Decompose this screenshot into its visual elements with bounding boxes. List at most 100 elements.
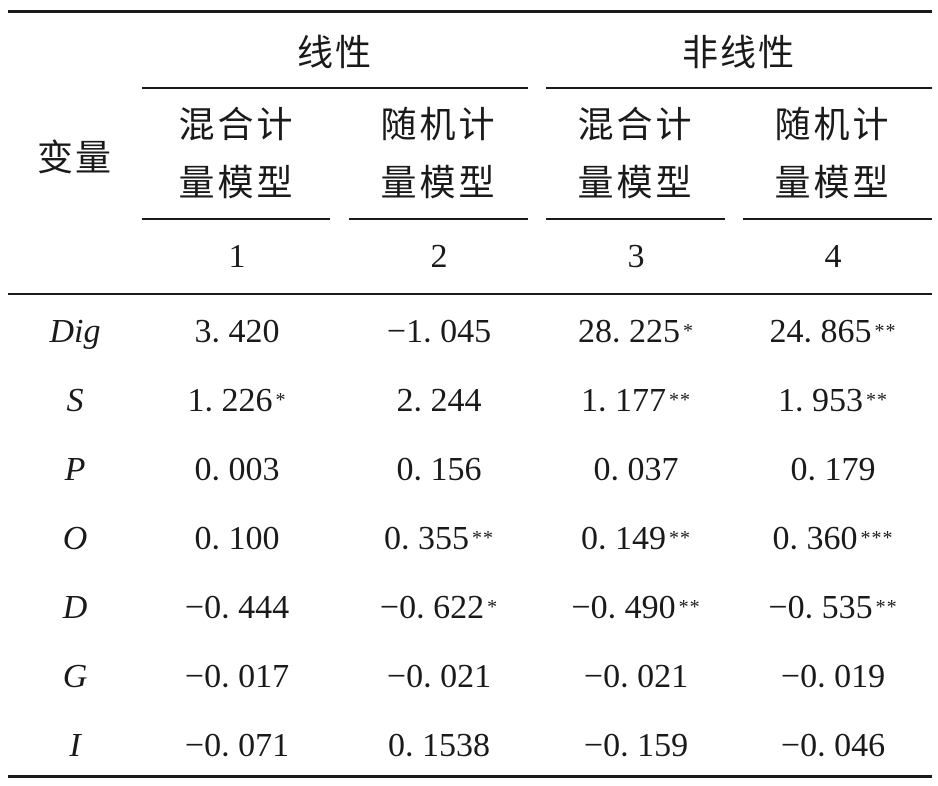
significance-stars: * bbox=[487, 596, 499, 618]
significance-stars: * bbox=[683, 320, 694, 342]
coefficient-value: −0. 535 bbox=[768, 588, 873, 626]
coefficient-cell-4: 1. 953 ** bbox=[738, 366, 928, 435]
model-header-1-line2: 量模型 bbox=[178, 163, 296, 204]
coefficient-cell-4: −0. 535 ** bbox=[738, 573, 928, 642]
variable-label: S bbox=[66, 381, 84, 419]
coefficient-cell-4: 0. 179 bbox=[738, 435, 928, 504]
significance-stars: ** bbox=[678, 596, 701, 618]
coefficient-cell-2: 0. 355 ** bbox=[344, 504, 534, 573]
coefficient-cell-2: −0. 021 bbox=[344, 642, 534, 711]
significance-stars: * bbox=[275, 389, 287, 411]
coefficient-cell-3: 1. 177 ** bbox=[541, 366, 731, 435]
significance-stars: ** bbox=[875, 596, 898, 618]
top-rule bbox=[8, 10, 932, 13]
coefficient-cell-3: 0. 037 bbox=[541, 435, 731, 504]
coefficient-cell-3: −0. 021 bbox=[541, 642, 731, 711]
coefficient-cell-1: −0. 017 bbox=[142, 642, 332, 711]
coefficient-value: 0. 003 bbox=[194, 450, 280, 488]
significance-stars: ** bbox=[866, 389, 888, 411]
model-header-4-line1: 随机计 bbox=[774, 105, 892, 146]
coefficient-value: −0. 021 bbox=[386, 657, 492, 695]
coefficient-cell-1: 0. 100 bbox=[142, 504, 332, 573]
column-number-1: 1 bbox=[228, 238, 246, 275]
coefficient-value: 2. 244 bbox=[396, 381, 482, 419]
coefficient-value: 1. 953 bbox=[778, 381, 863, 419]
model-header-3-line2: 量模型 bbox=[577, 163, 695, 204]
model-header-3: 混合计 量模型 bbox=[541, 97, 731, 213]
significance-stars: *** bbox=[860, 527, 894, 549]
variable-label: Dig bbox=[49, 312, 101, 350]
coefficient-value: 0. 100 bbox=[194, 519, 280, 557]
coefficient-cell-2: 2. 244 bbox=[344, 366, 534, 435]
model-header-2-line2: 量模型 bbox=[380, 163, 498, 204]
significance-stars: ** bbox=[669, 527, 691, 549]
coefficient-cell-1: 3. 420 bbox=[142, 297, 332, 366]
model-header-2: 随机计 量模型 bbox=[344, 97, 534, 213]
coefficient-cell-2: −1. 045 bbox=[344, 297, 534, 366]
coefficient-cell-2: 0. 156 bbox=[344, 435, 534, 504]
significance-stars: ** bbox=[874, 320, 897, 342]
coefficient-cell-4: −0. 046 bbox=[738, 711, 928, 780]
coefficient-cell-2: 0. 1538 bbox=[344, 711, 534, 780]
coefficient-cell-3: −0. 490 ** bbox=[541, 573, 731, 642]
coefficient-value: 28. 225 bbox=[578, 312, 680, 350]
variable-label: O bbox=[62, 519, 88, 557]
coefficient-value: 0. 360 bbox=[772, 519, 858, 557]
coefficient-value: −0. 622 bbox=[379, 588, 485, 626]
group-rule-linear bbox=[142, 87, 528, 89]
row-header-label: 变量 bbox=[36, 138, 113, 179]
column-number-4: 4 bbox=[824, 238, 842, 275]
model-header-1-line1: 混合计 bbox=[178, 105, 296, 146]
model-rule-4 bbox=[743, 218, 932, 220]
coefficient-value: 1. 226 bbox=[187, 381, 273, 419]
coefficient-value: −0. 444 bbox=[184, 588, 290, 626]
model-header-4: 随机计 量模型 bbox=[738, 97, 928, 213]
coefficient-cell-1: 1. 226 * bbox=[142, 366, 332, 435]
coefficient-value: 0. 037 bbox=[593, 450, 679, 488]
group-rule-nonlinear bbox=[546, 87, 932, 89]
coefficient-cell-3: −0. 159 bbox=[541, 711, 731, 780]
coefficient-value: 3. 420 bbox=[194, 312, 280, 350]
model-rule-2 bbox=[349, 218, 528, 220]
coefficient-value: −0. 019 bbox=[780, 657, 886, 695]
group-header-nonlinear: 非线性 bbox=[681, 33, 796, 74]
coefficient-value: −1. 045 bbox=[386, 312, 492, 350]
coefficient-cell-4: −0. 019 bbox=[738, 642, 928, 711]
coefficient-value: 0. 156 bbox=[396, 450, 482, 488]
coefficient-value: 0. 179 bbox=[790, 450, 876, 488]
coefficient-cell-1: −0. 444 bbox=[142, 573, 332, 642]
bottom-rule bbox=[8, 775, 932, 778]
group-header-linear: 线性 bbox=[296, 33, 373, 74]
coefficient-value: 0. 149 bbox=[581, 519, 666, 557]
coefficient-value: −0. 021 bbox=[583, 657, 689, 695]
variable-label: D bbox=[62, 588, 88, 626]
model-header-1: 混合计 量模型 bbox=[142, 97, 332, 213]
coefficient-cell-1: 0. 003 bbox=[142, 435, 332, 504]
model-rule-1 bbox=[142, 218, 330, 220]
significance-stars: ** bbox=[472, 527, 494, 549]
coefficient-value: −0. 159 bbox=[583, 726, 689, 764]
model-header-2-line1: 随机计 bbox=[380, 105, 498, 146]
header-bottom-rule bbox=[8, 293, 932, 295]
coefficient-value: −0. 490 bbox=[571, 588, 676, 626]
coefficient-value: 0. 355 bbox=[384, 519, 469, 557]
significance-stars: ** bbox=[669, 389, 691, 411]
variable-label: P bbox=[64, 450, 86, 488]
coefficient-cell-2: −0. 622 * bbox=[344, 573, 534, 642]
coefficient-cell-1: −0. 071 bbox=[142, 711, 332, 780]
coefficient-cell-4: 0. 360 *** bbox=[738, 504, 928, 573]
coefficient-value: 1. 177 bbox=[581, 381, 666, 419]
coefficient-value: −0. 071 bbox=[184, 726, 290, 764]
column-number-3: 3 bbox=[627, 238, 645, 275]
variable-label: I bbox=[69, 726, 81, 764]
coefficient-value: 24. 865 bbox=[769, 312, 872, 350]
column-number-2: 2 bbox=[430, 238, 448, 275]
coefficient-cell-3: 0. 149 ** bbox=[541, 504, 731, 573]
coefficient-cell-4: 24. 865 ** bbox=[738, 297, 928, 366]
coefficient-cell-3: 28. 225 * bbox=[541, 297, 731, 366]
variable-label: G bbox=[62, 657, 88, 695]
model-rule-3 bbox=[546, 218, 725, 220]
coefficient-value: −0. 017 bbox=[184, 657, 290, 695]
model-header-3-line1: 混合计 bbox=[577, 105, 695, 146]
model-header-4-line2: 量模型 bbox=[774, 163, 892, 204]
